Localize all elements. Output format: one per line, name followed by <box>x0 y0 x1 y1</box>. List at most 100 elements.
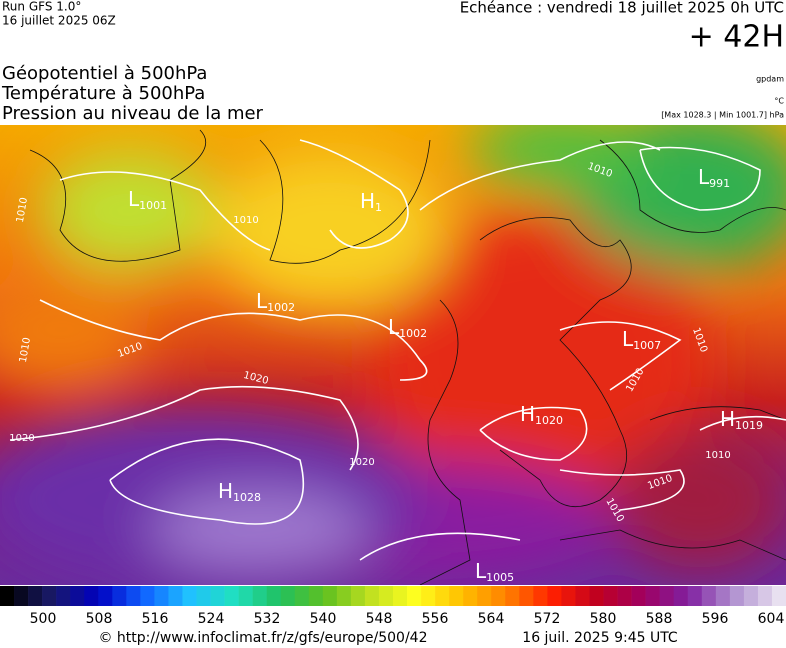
colorbar-cell <box>603 586 618 606</box>
pressure-center: L1005 <box>475 559 514 585</box>
colorbar-cell <box>224 586 239 606</box>
title-line: Température à 500hPa <box>1 83 205 104</box>
colorbar-cell <box>168 586 183 606</box>
pressure-center: H1020 <box>520 402 563 428</box>
colorbar-cell <box>491 586 506 606</box>
center-type: H <box>218 479 233 503</box>
center-value: 1 <box>375 201 382 214</box>
isobar-label: 1010 <box>18 337 33 364</box>
colorbar-cell <box>771 586 786 606</box>
colorbar-tick-label: 596 <box>702 611 729 627</box>
colorbar-cell <box>112 586 127 606</box>
isobar-label: 1010 <box>15 197 30 224</box>
colorbar-cell <box>364 586 380 606</box>
colorbar-cell <box>0 586 15 606</box>
colorbar-cell <box>393 586 408 606</box>
center-value: 1002 <box>267 301 295 314</box>
colorbar-cell <box>533 586 548 606</box>
pressure-range: [Max 1028.3 | Min 1001.7] hPa <box>661 111 784 120</box>
source-url: © http://www.infoclimat.fr/z/gfs/europe/… <box>98 630 427 646</box>
title-line: Pression au niveau de la mer <box>2 103 264 124</box>
colorbar-tick-label: 580 <box>590 611 617 627</box>
center-value: 1002 <box>399 327 427 340</box>
colorbar-tick-label: 604 <box>758 611 785 627</box>
colorbar-tick-label: 532 <box>254 611 281 627</box>
colorbar-tick-label: 564 <box>478 611 505 627</box>
colorbar-cell <box>435 586 450 606</box>
center-value: 1001 <box>139 199 167 212</box>
colorbar-cell <box>617 586 632 606</box>
colorbar-cell <box>196 586 211 606</box>
center-value: 1028 <box>233 491 261 504</box>
colorbar-cell <box>336 586 352 606</box>
colorbar-cell <box>266 586 282 606</box>
colorbar-tick-label: 572 <box>534 611 561 627</box>
colorbar-cell <box>182 586 197 606</box>
colorbar-cell <box>42 586 57 606</box>
colorbar-cell <box>238 586 253 606</box>
pressure-center: H1028 <box>218 479 261 505</box>
colorbar-cell <box>70 586 85 606</box>
center-value: 991 <box>709 177 730 190</box>
colorbar-cell <box>729 586 745 606</box>
colorbar-cell <box>308 586 324 606</box>
colorbar-cell <box>645 586 660 606</box>
colorbar-cell <box>701 586 717 606</box>
title-line: Géopotentiel à 500hPa <box>2 63 207 84</box>
colorbar-cell <box>561 586 576 606</box>
run-label: Run GFS 1.0° <box>2 0 81 14</box>
colorbar-cell <box>673 586 689 606</box>
map-field <box>0 125 786 585</box>
colorbar-cell <box>659 586 675 606</box>
run-date: 16 juillet 2025 06Z <box>2 14 116 28</box>
colorbar-tick-label: 500 <box>30 611 57 627</box>
colorbar-cell <box>294 586 310 606</box>
center-type: L <box>128 187 140 211</box>
unit-temp: °C <box>774 97 784 106</box>
colorbar-tick-label: 548 <box>366 611 393 627</box>
colorbar-tick-label: 556 <box>422 611 449 627</box>
center-type: H <box>720 407 735 431</box>
unit-geo: gpdam <box>756 75 784 84</box>
colorbar: 500 508 516 524 532 540 548 556 564 572 580 588 596 6… <box>0 586 786 627</box>
generated-time: 16 juil. 2025 9:45 UTC <box>522 630 678 646</box>
pressure-center: L1002 <box>388 315 427 341</box>
lead-time: + 42H <box>689 20 784 55</box>
center-type: L <box>388 315 400 339</box>
pressure-center: L1001 <box>128 187 167 213</box>
colorbar-cell <box>519 586 534 606</box>
colorbar-tick-label: 516 <box>142 611 169 627</box>
center-value: 1005 <box>486 571 514 584</box>
center-type: L <box>698 165 710 189</box>
colorbar-cell <box>84 586 99 606</box>
colorbar-cell <box>154 586 169 606</box>
colorbar-cell <box>715 586 731 606</box>
colorbar-cell <box>350 586 366 606</box>
pressure-center: H1019 <box>720 407 763 433</box>
echeance: Echéance : vendredi 18 juillet 2025 0h U… <box>460 0 784 17</box>
center-value: 1007 <box>633 339 661 352</box>
colorbar-cell <box>421 586 436 606</box>
colorbar-cell <box>407 586 422 606</box>
colorbar-cell <box>56 586 71 606</box>
colorbar-tick-label: 588 <box>646 611 673 627</box>
colorbar-cell <box>757 586 773 606</box>
colorbar-cell <box>463 586 478 606</box>
pressure-center: H1 <box>360 189 382 215</box>
isobar-label: 1010 <box>705 450 730 461</box>
colorbar-cell <box>280 586 296 606</box>
colorbar-cell <box>98 586 113 606</box>
center-value: 1019 <box>735 419 763 432</box>
center-type: H <box>520 402 535 426</box>
pressure-center: L1002 <box>256 289 295 315</box>
pressure-center: L1007 <box>622 327 661 353</box>
center-type: L <box>622 327 634 351</box>
colorbar-cell <box>126 586 141 606</box>
colorbar-cell <box>449 586 464 606</box>
colorbar-cell <box>505 586 520 606</box>
colorbar-tick-label: 540 <box>310 611 337 627</box>
isobar-label: 1020 <box>349 457 374 468</box>
center-type: L <box>475 559 487 583</box>
colorbar-cell <box>140 586 155 606</box>
